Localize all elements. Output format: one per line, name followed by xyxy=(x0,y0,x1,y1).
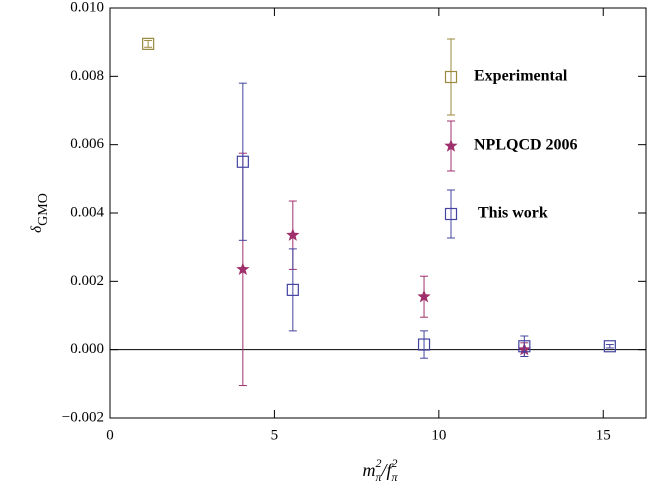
star-marker xyxy=(236,262,250,275)
error-bar xyxy=(238,82,247,241)
legend-label: This work xyxy=(478,205,548,222)
x-tick-label: 15 xyxy=(596,427,611,443)
legend-error-bar xyxy=(447,189,455,239)
y-tick-label: 0.002 xyxy=(70,273,104,289)
square-marker xyxy=(286,283,299,296)
y-tick-label: 0.000 xyxy=(70,341,104,357)
star-marker xyxy=(417,289,431,303)
legend-marker xyxy=(444,70,458,84)
x-tick-label: 0 xyxy=(106,427,114,443)
square-marker xyxy=(417,338,431,351)
square-marker xyxy=(603,340,616,353)
error-bar xyxy=(144,39,153,48)
y-tick-label: 0.006 xyxy=(70,136,104,152)
legend-label: NPLQCD 2006 xyxy=(474,137,578,154)
error-bar xyxy=(520,335,529,357)
x-tick-label: 10 xyxy=(431,427,446,443)
x-tick-label: 5 xyxy=(271,427,279,443)
y-axis-label: δGMO xyxy=(29,193,51,233)
square-marker xyxy=(236,155,249,168)
legend-marker xyxy=(444,139,458,152)
x-axis-label: m2 π/f2 π xyxy=(362,456,398,484)
error-bar xyxy=(605,344,614,349)
y-tick-label: −0.002 xyxy=(62,409,104,425)
y-tick-label: 0.004 xyxy=(70,204,104,220)
square-marker xyxy=(518,340,531,353)
square-marker xyxy=(142,37,155,50)
y-tick-label: 0.010 xyxy=(70,0,104,15)
legend-label: Experimental xyxy=(474,68,568,85)
y-tick-label: 0.008 xyxy=(70,68,104,84)
error-bar xyxy=(288,248,297,332)
star-marker xyxy=(286,228,300,241)
legend-marker xyxy=(444,207,458,221)
legend-error-bar xyxy=(447,38,455,116)
error-bar xyxy=(420,330,429,359)
